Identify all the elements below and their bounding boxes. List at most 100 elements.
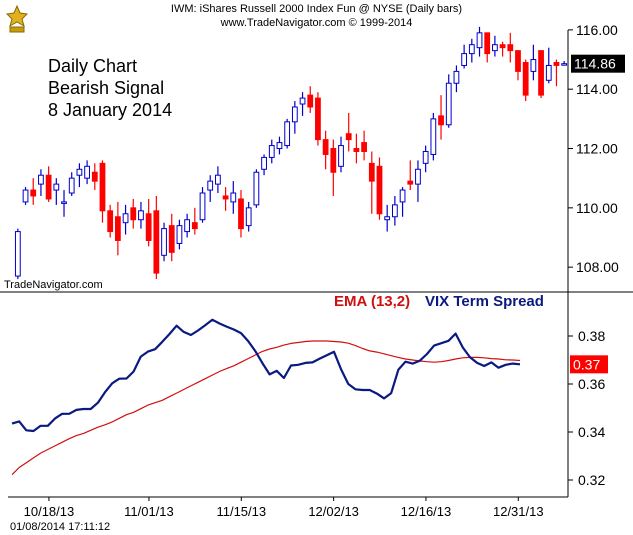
candle-down xyxy=(407,180,414,185)
candle-up xyxy=(138,210,144,221)
indicator-lines xyxy=(11,318,521,476)
candle-up xyxy=(391,204,398,218)
candle-down xyxy=(45,174,52,200)
candle-up xyxy=(68,177,75,194)
candle xyxy=(553,59,560,87)
candle-down xyxy=(145,213,152,241)
candle-down xyxy=(438,115,444,126)
legend-ema: EMA (13,2) xyxy=(334,293,411,310)
candle xyxy=(438,95,444,140)
candle-down xyxy=(522,61,529,96)
indicator-tick-label: 0.32 xyxy=(578,472,605,488)
candle xyxy=(114,201,121,256)
candle-up xyxy=(122,213,129,224)
candle xyxy=(138,201,144,229)
annotation-line-1: Daily Chart xyxy=(48,56,138,76)
candle-up xyxy=(230,192,237,203)
date-tick-label: 12/02/13 xyxy=(308,504,359,519)
candle-up xyxy=(207,180,214,191)
indicator-tick-label: 0.34 xyxy=(578,424,605,440)
candle-down xyxy=(353,148,360,152)
candle-up xyxy=(561,63,568,66)
candle-down xyxy=(99,162,106,212)
candle xyxy=(130,198,137,229)
candle-up xyxy=(384,216,391,221)
date-tick-label: 12/16/13 xyxy=(401,504,452,519)
candle-up xyxy=(445,82,452,126)
candle xyxy=(338,136,344,173)
candle xyxy=(107,204,114,238)
candle xyxy=(215,166,221,194)
candle xyxy=(261,154,267,176)
last-price-badge xyxy=(571,54,625,73)
candle xyxy=(53,178,60,205)
candle xyxy=(145,198,152,247)
candle xyxy=(176,219,183,250)
candle-up xyxy=(253,171,260,206)
candle xyxy=(353,133,360,164)
candle-up xyxy=(184,219,191,233)
candle-down xyxy=(238,198,244,230)
indicator-axis: 0.32 0.34 0.36 0.38 0.37 xyxy=(568,328,608,488)
candle-down xyxy=(130,207,137,221)
candle-up xyxy=(84,165,90,179)
candle-down xyxy=(330,148,337,173)
candle xyxy=(299,92,306,116)
candle xyxy=(445,74,452,128)
candle xyxy=(468,38,475,63)
candle xyxy=(330,139,337,196)
candle xyxy=(153,195,160,280)
annotation-line-3: 8 January 2014 xyxy=(48,100,173,120)
candle xyxy=(22,187,29,205)
annotation-line-2: Bearish Signal xyxy=(48,78,165,98)
candlestick-series xyxy=(14,26,568,280)
candle-up xyxy=(61,201,67,204)
candle xyxy=(168,213,175,262)
indicator-tick-label: 0.38 xyxy=(578,328,605,344)
last-indicator-badge xyxy=(570,355,608,374)
candle-down xyxy=(538,50,544,96)
candle-down xyxy=(484,32,491,55)
candle-up xyxy=(468,44,475,55)
candle-up xyxy=(299,97,306,105)
candle-up xyxy=(430,118,437,155)
candle xyxy=(538,50,544,99)
candle-up xyxy=(492,44,498,52)
candle-up xyxy=(22,189,29,203)
candle xyxy=(268,139,275,164)
candle-up xyxy=(161,228,167,256)
candle xyxy=(30,178,37,205)
candle xyxy=(545,47,552,84)
candle-up xyxy=(38,174,44,185)
candle xyxy=(522,59,529,102)
candle-up xyxy=(453,70,460,84)
candle-up xyxy=(530,59,537,72)
candle-down xyxy=(168,225,175,253)
candle-up xyxy=(276,142,283,150)
candle xyxy=(461,44,468,69)
candle xyxy=(68,172,75,196)
candle-up xyxy=(461,53,468,66)
candle xyxy=(399,187,406,217)
candle xyxy=(245,201,252,232)
trade-navigator-logo-icon xyxy=(4,4,30,34)
candle xyxy=(91,163,98,191)
candle xyxy=(361,130,367,161)
candle xyxy=(507,32,514,63)
candle xyxy=(391,195,398,226)
date-tick-label: 11/01/13 xyxy=(124,504,174,519)
chart-title: IWM: iShares Russell 2000 Index Fun @ NY… xyxy=(170,3,463,15)
candle xyxy=(345,112,352,152)
candle xyxy=(253,169,260,208)
candle xyxy=(430,112,437,161)
candle xyxy=(492,35,498,57)
candle xyxy=(199,187,206,223)
legend-vix: VIX Term Spread xyxy=(425,293,544,310)
candle xyxy=(407,160,414,191)
candle-down xyxy=(499,44,506,49)
indicator-tick-label: 0.36 xyxy=(578,376,605,392)
candle-up xyxy=(545,64,552,81)
candle-up xyxy=(476,32,483,49)
candle xyxy=(45,166,52,202)
